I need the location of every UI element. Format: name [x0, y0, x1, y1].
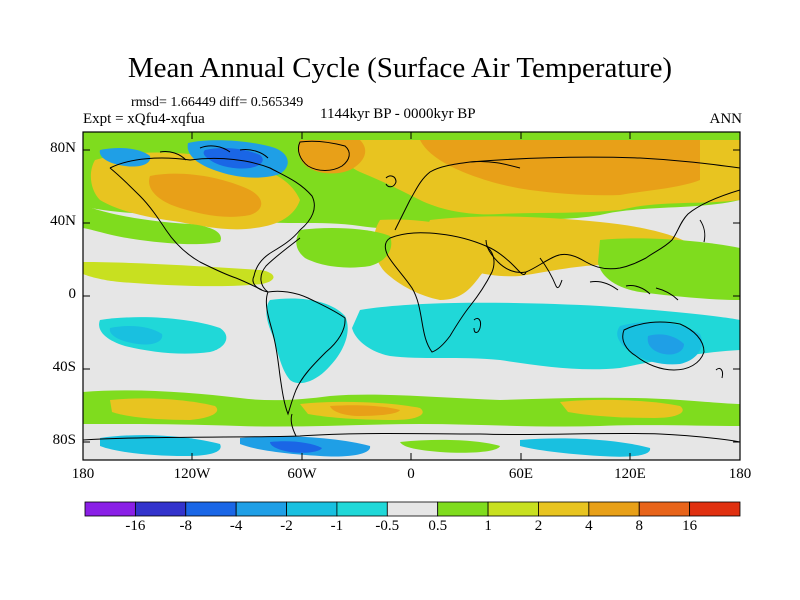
lat-label-eq: 0 — [68, 286, 77, 302]
colorbar-label: 0.5 — [428, 518, 448, 534]
coast-britain — [385, 175, 397, 188]
south-america-cool — [266, 298, 348, 384]
coast-antarctica — [83, 432, 740, 443]
antarctic-cool-patch-3 — [520, 438, 651, 457]
coast-north-america — [109, 157, 315, 293]
north-pacific-warm — [83, 205, 221, 245]
arctic-cool-west — [99, 148, 151, 167]
coast-madagascar — [473, 317, 481, 333]
colorbar-label: -8 — [179, 518, 193, 534]
southern-ocean-yellow-w — [110, 398, 218, 420]
colorbar-label: 8 — [635, 518, 643, 534]
coast-japan — [699, 219, 706, 243]
colorbar-label: 16 — [682, 518, 698, 534]
coast-greenland — [297, 140, 350, 171]
southern-ocean-orange — [330, 405, 400, 416]
colorbar-label: -4 — [229, 518, 243, 534]
colorbar-box — [134, 501, 187, 517]
temperature-difference-map — [83, 132, 740, 460]
coast-arctic-islands — [159, 145, 269, 161]
colorbar-box — [638, 501, 691, 517]
colorbar-box — [538, 501, 590, 517]
colorbar-label: -0.5 — [375, 518, 400, 534]
lon-label-60e: 60E — [508, 466, 534, 482]
coast-arabia-india — [485, 245, 563, 289]
colorbar-box — [336, 501, 388, 517]
north-america-strong — [149, 173, 262, 217]
colorbar-box — [235, 501, 287, 517]
arctic-strong-cool — [203, 147, 263, 169]
lon-label-180w: 180 — [71, 466, 95, 482]
coast-indonesia — [589, 281, 679, 301]
west-pacific-green — [598, 238, 740, 300]
experiment-label: Expt = xQfu4-xqfua — [83, 111, 205, 127]
coast-asia — [469, 156, 740, 273]
colorbar-label: 1 — [484, 518, 492, 534]
colorbar-label: 2 — [534, 518, 543, 534]
antarctic-strong-patch — [270, 441, 322, 453]
southern-ocean-yellow-e — [560, 399, 683, 418]
axis-ticks — [83, 132, 740, 460]
lon-label-180e: 180 — [728, 466, 752, 482]
australia-strong — [647, 334, 684, 355]
antarctic-cool-patch-1 — [100, 435, 221, 456]
lon-label-0: 0 — [407, 466, 415, 482]
colorbar-label: -2 — [280, 518, 293, 534]
coast-new-zealand — [715, 367, 723, 379]
coast-nam-west — [109, 167, 263, 291]
colorbar-label: -1 — [330, 518, 344, 534]
period-label: 1144kyr BP - 0000kyr BP — [320, 106, 476, 122]
lat-label-80s: 80S — [52, 432, 76, 448]
colorbar-box — [487, 501, 539, 517]
plot-title: Mean Annual Cycle (Surface Air Temperatu… — [127, 52, 673, 84]
atlantic-green — [296, 228, 392, 268]
coast-south-america — [265, 290, 346, 416]
africa-warm — [373, 219, 489, 300]
antarctic-green-patch — [400, 439, 500, 453]
colorbar-box — [84, 501, 136, 517]
eurasia-strong-warm — [420, 140, 700, 196]
colorbar-box — [386, 501, 439, 517]
colorbar-label: -16 — [125, 518, 146, 534]
lat-label-40n: 40N — [50, 213, 76, 229]
season-label: ANN — [709, 111, 743, 127]
greenland-warm — [297, 140, 366, 174]
coastlines — [83, 140, 740, 443]
colorbar-box — [689, 501, 741, 517]
lon-label-120w: 120W — [173, 466, 211, 482]
lat-label-80n: 80N — [50, 140, 76, 156]
lon-label-120e: 120E — [614, 466, 646, 482]
lat-label-40s: 40S — [52, 359, 76, 375]
colorbar-box — [437, 501, 489, 517]
colorbar — [84, 501, 741, 517]
colorbar-box — [185, 501, 237, 517]
coast-antarctic-peninsula — [290, 413, 297, 437]
coast-africa — [384, 232, 495, 353]
south-pacific-strong — [109, 326, 163, 345]
colorbar-label: 4 — [585, 518, 593, 534]
rmsd-diff-stats: rmsd= 1.66449 diff= 0.565349 — [131, 95, 304, 110]
colorbar-box — [588, 501, 640, 517]
tropical-pacific-warm — [83, 262, 274, 287]
colorbar-box — [286, 501, 338, 517]
coast-europe — [394, 161, 521, 231]
lon-label-60w: 60W — [287, 466, 317, 482]
coast-australia — [622, 321, 705, 371]
